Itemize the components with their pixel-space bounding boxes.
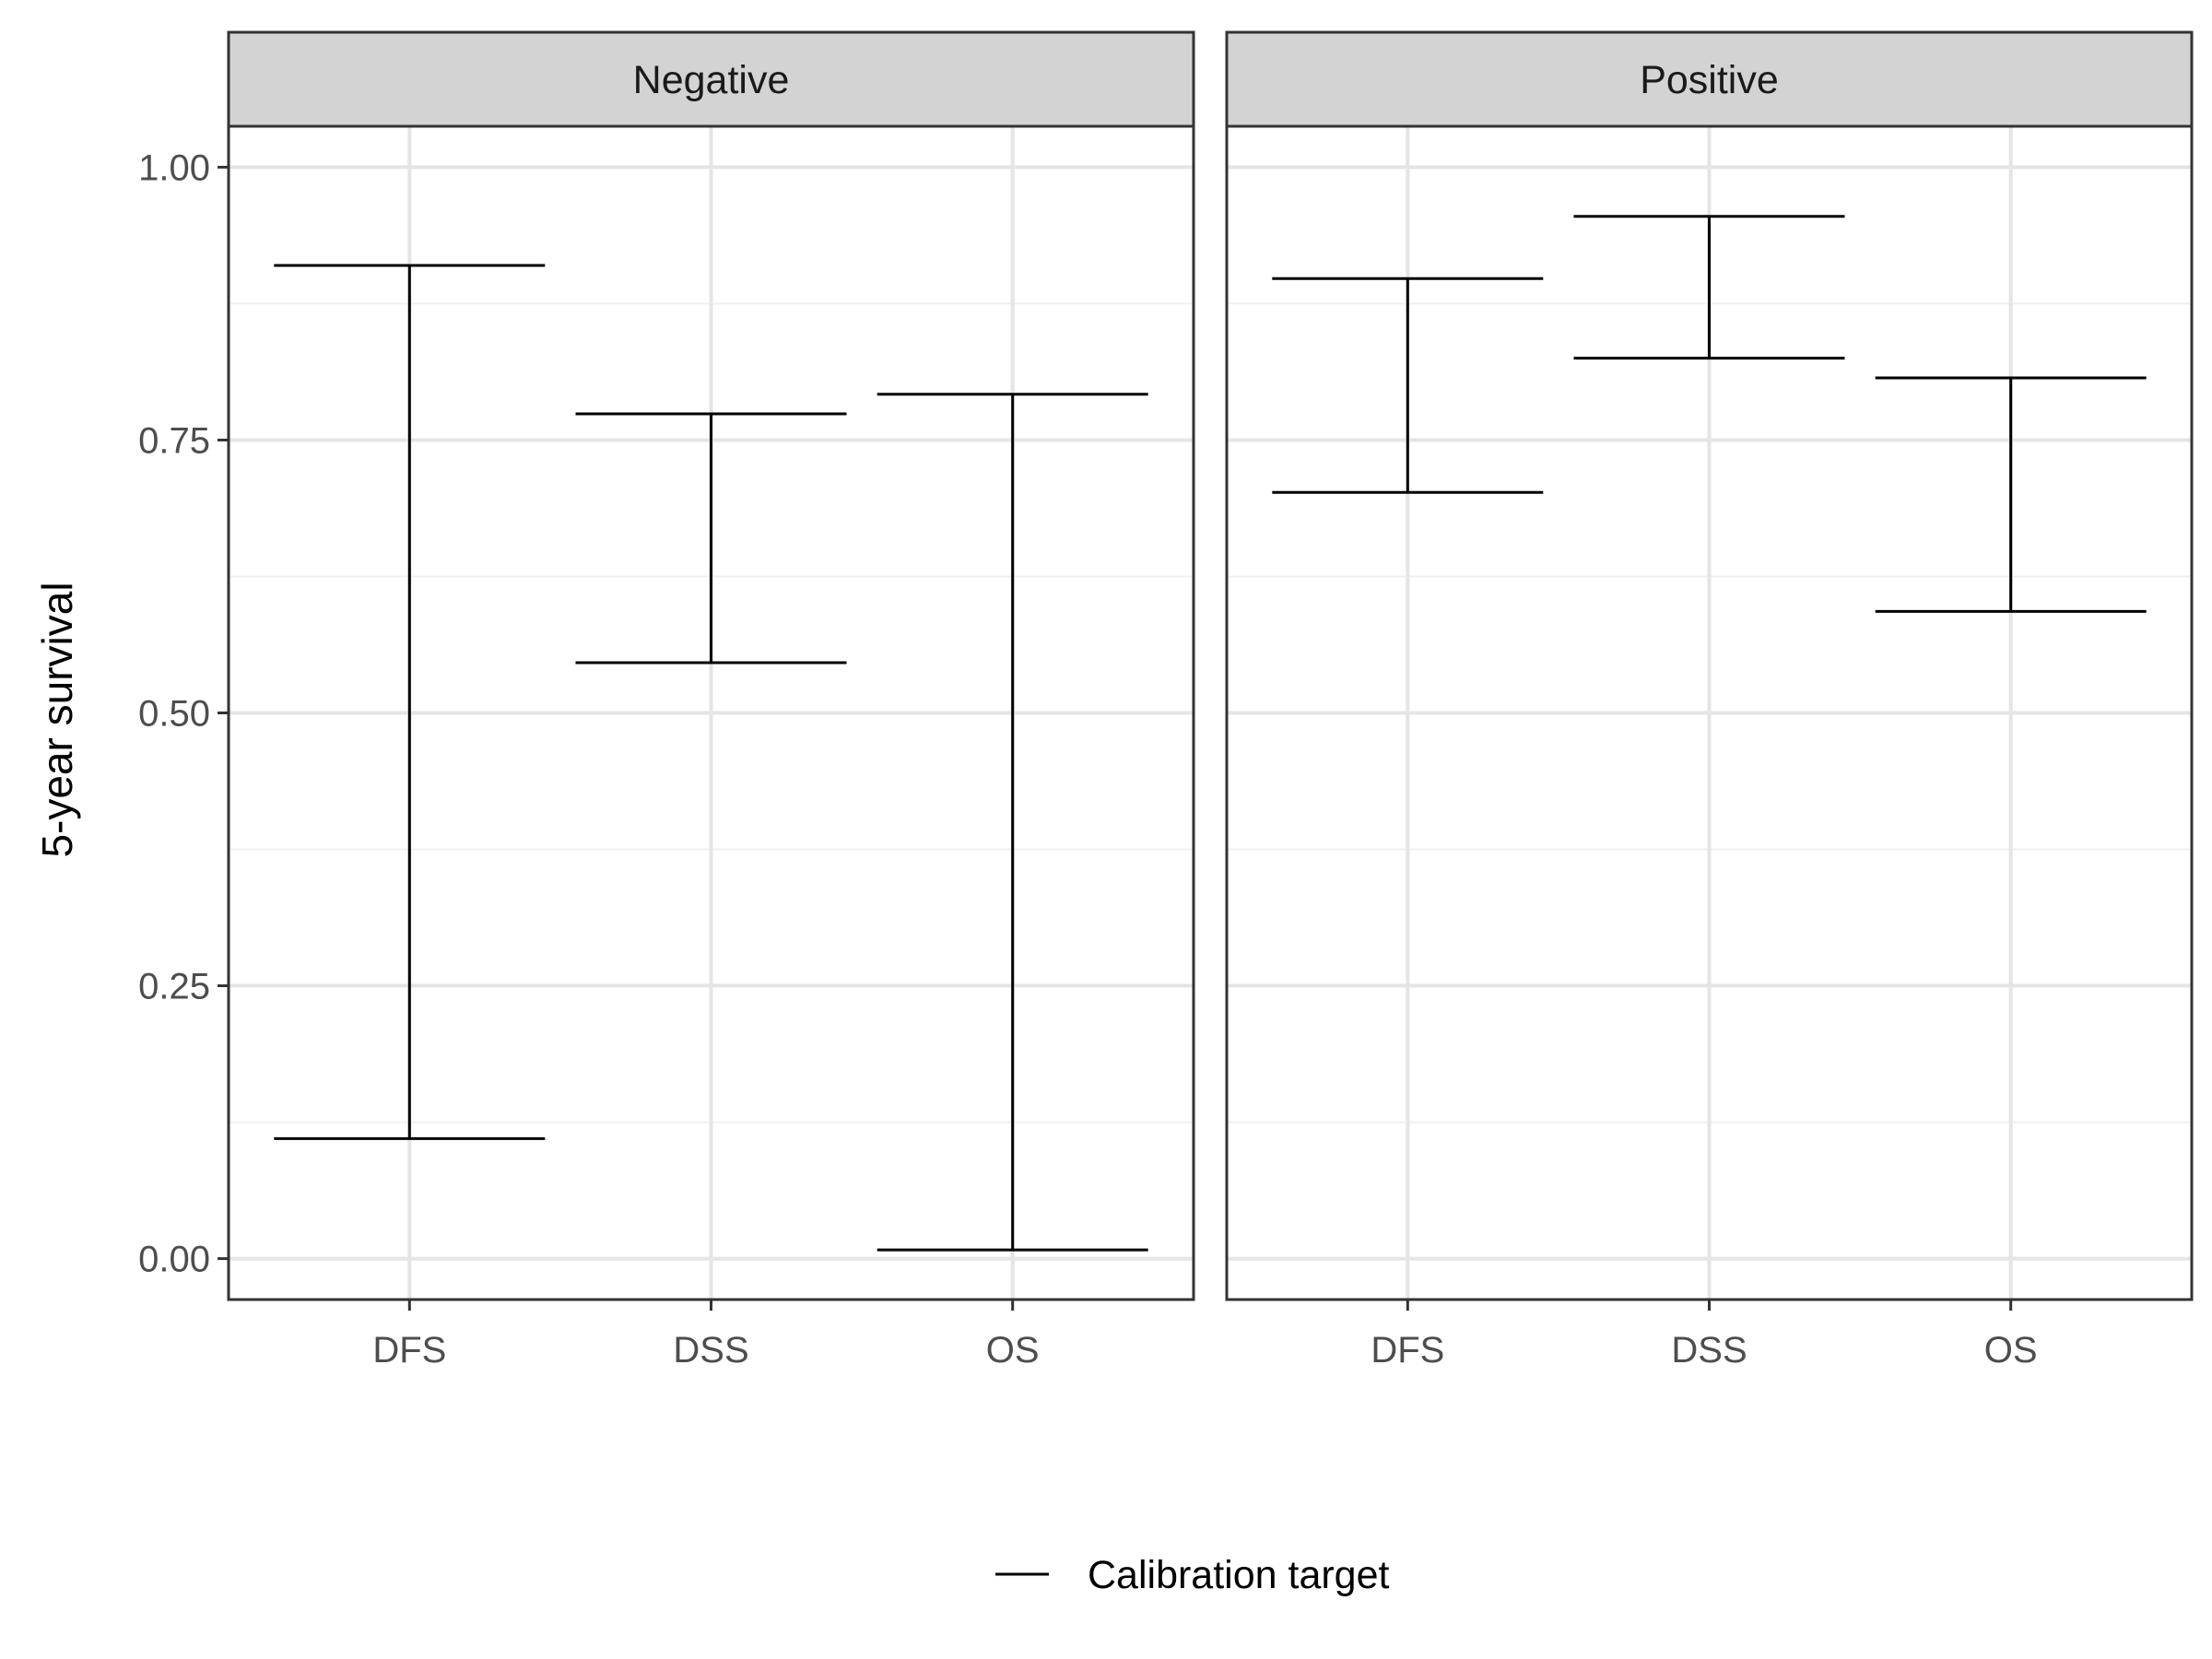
y-tick-label: 1.00 [138,147,210,188]
facet-panel-positive: Positive DFS DSS OS [1225,30,2194,1371]
y-tick-label: 0.50 [138,694,210,735]
errorbar-negative-dfs [274,264,546,1140]
x-tick-label: OS [1984,1330,2038,1371]
errorbar-positive-dfs [1272,276,1544,494]
y-tick-label: 0.75 [138,420,210,461]
facet-strip [1225,30,2194,128]
errorbar-positive-os [1875,376,2147,613]
y-tick-label: 0.25 [138,967,210,1007]
x-tick-label: DFS [372,1330,446,1371]
facet-strip [227,30,1195,128]
facet-strip-label: Positive [1640,58,1779,102]
facet-panel-negative: Negative DFS DSS OS [227,30,1195,1371]
facet-strip-label: Negative [633,58,790,102]
y-tick-label: 0.00 [138,1240,210,1280]
errorbar-positive-dss [1573,215,1845,360]
x-tick-label: DSS [673,1330,748,1371]
x-tick-label: DSS [1671,1330,1747,1371]
x-tick-label: OS [986,1330,1040,1371]
errorbar-negative-dss [575,412,847,665]
legend: Calibration target [995,1553,1390,1597]
x-tick-label: DFS [1371,1330,1444,1371]
legend-label: Calibration target [1088,1553,1390,1597]
errorbar-negative-os [877,393,1148,1252]
y-axis-title: 5-year survival [33,582,81,857]
